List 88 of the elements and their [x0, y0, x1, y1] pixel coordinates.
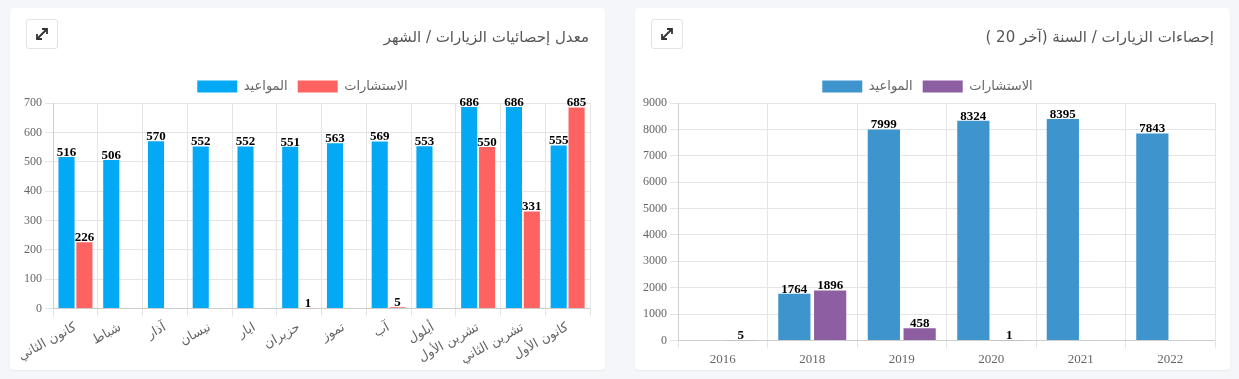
data-label: 1764 — [781, 280, 808, 296]
data-label: 570 — [146, 128, 166, 144]
x-tick-label: ايار — [234, 318, 258, 342]
bar — [416, 146, 433, 309]
data-label: 516 — [56, 143, 77, 159]
bar — [814, 290, 847, 340]
data-label: 686 — [459, 93, 480, 109]
y-tick-label: 9000 — [643, 95, 667, 110]
legend-label: المواعيد — [243, 77, 288, 94]
bar — [903, 328, 936, 340]
data-label: 331 — [522, 198, 542, 214]
bar — [192, 146, 209, 309]
legend-label: الاستشارات — [344, 77, 408, 94]
data-label: 1 — [304, 295, 312, 311]
legend-label: الاستشارات — [969, 77, 1033, 94]
y-tick-label: 5000 — [643, 200, 667, 215]
bar — [282, 146, 299, 309]
y-tick-label: 400 — [24, 183, 43, 198]
y-tick-label: 8000 — [643, 121, 667, 136]
data-label: 551 — [280, 133, 300, 149]
x-tick-label: حزيران — [260, 318, 303, 352]
y-tick-label: 7000 — [643, 147, 667, 162]
y-tick-label: 700 — [24, 95, 43, 110]
bar — [147, 141, 165, 309]
data-label: 1896 — [817, 277, 844, 293]
bar — [505, 107, 522, 309]
y-tick-label: 1000 — [643, 306, 667, 321]
y-tick-label: 0 — [36, 300, 43, 315]
x-tick-label: 2016 — [709, 350, 737, 366]
bar — [1046, 118, 1079, 340]
y-tick-label: 3000 — [643, 253, 667, 268]
x-tick-label: 2020 — [978, 350, 1005, 366]
legend-label: المواعيد — [868, 77, 913, 94]
y-tick-label: 6000 — [643, 174, 667, 189]
data-label: 686 — [504, 93, 525, 109]
data-label: 569 — [369, 128, 390, 144]
bar — [867, 129, 900, 340]
x-tick-label: 2021 — [1067, 350, 1094, 366]
data-label: 8324 — [960, 107, 987, 123]
bar — [479, 147, 496, 309]
y-tick-label: 500 — [24, 153, 43, 168]
data-label: 552 — [235, 133, 256, 149]
data-label: 7999 — [870, 116, 898, 132]
bar — [237, 146, 254, 309]
x-tick-label: 2018 — [799, 350, 826, 366]
y-tick-label: 2000 — [643, 279, 667, 294]
chart-title: إحصاءات الزيارات / السنة (آخر 20 ) — [985, 28, 1214, 46]
bar — [58, 157, 75, 309]
data-label: 553 — [414, 133, 435, 149]
data-label: 5 — [394, 293, 402, 309]
data-label: 7843 — [1139, 120, 1166, 136]
x-tick-label: 2022 — [1157, 350, 1184, 366]
y-tick-label: 200 — [24, 242, 43, 257]
x-tick-label: شباط — [89, 318, 124, 347]
bar — [568, 107, 585, 309]
bar — [523, 211, 540, 309]
bar — [461, 107, 478, 309]
bar — [76, 242, 93, 309]
data-label: 685 — [566, 94, 587, 110]
bar — [371, 141, 388, 309]
bar — [957, 120, 990, 340]
y-tick-label: 100 — [24, 271, 43, 286]
data-label: 1 — [1005, 327, 1013, 343]
y-tick-label: 0 — [661, 332, 667, 347]
data-label: 8395 — [1049, 105, 1077, 121]
x-tick-label: نيسان — [176, 318, 213, 348]
y-tick-label: 300 — [24, 212, 43, 227]
bar — [1136, 133, 1169, 340]
y-tick-label: 4000 — [643, 227, 667, 242]
x-tick-label: آذار — [142, 317, 170, 343]
data-label: 552 — [190, 133, 211, 149]
x-tick-label: كانون الثاني — [15, 318, 80, 364]
data-label: 563 — [325, 130, 346, 146]
data-label: 506 — [101, 146, 122, 162]
y-tick-label: 600 — [24, 124, 43, 139]
data-label: 550 — [477, 133, 497, 149]
data-label: 5 — [737, 327, 745, 343]
bar — [778, 293, 811, 340]
bar — [550, 145, 567, 309]
data-label: 226 — [74, 229, 95, 245]
x-tick-label: تموز — [317, 318, 348, 345]
bar — [326, 143, 344, 309]
x-tick-label: 2019 — [888, 350, 915, 366]
bar — [103, 159, 120, 309]
data-label: 458 — [909, 315, 930, 331]
chart-title: معدل إحصائيات الزيارات / الشهر — [383, 28, 589, 46]
data-label: 555 — [548, 132, 569, 148]
x-tick-label: آب — [370, 317, 393, 340]
